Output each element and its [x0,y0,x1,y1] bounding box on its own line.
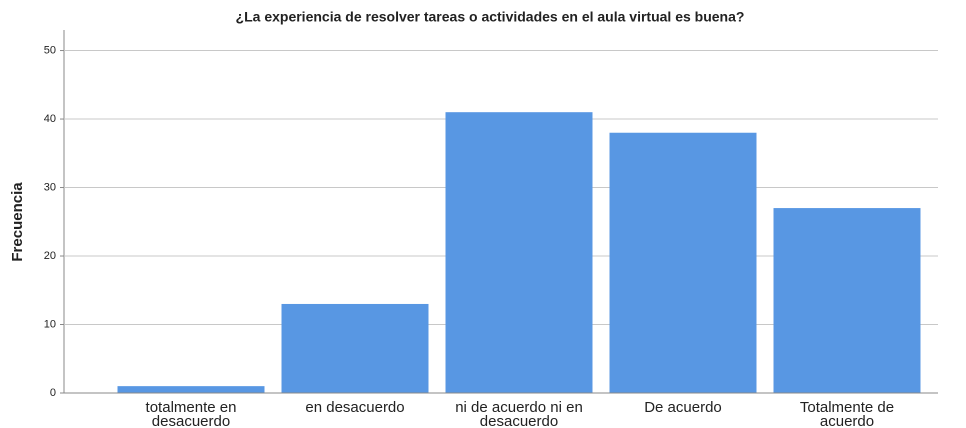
bar [281,303,429,393]
bar [117,386,265,393]
bar [445,112,593,393]
bar [609,132,757,394]
x-tick-label: De acuerdo [644,399,722,416]
y-tick-label: 50 [44,44,56,56]
y-tick-label: 40 [44,113,56,125]
bar [773,208,921,393]
y-tick-label: 20 [44,250,56,262]
x-tick-label: totalmente en desacuerdo [145,399,237,428]
y-tick-label: 30 [44,181,56,193]
x-tick-label: Totalmente de acuerdo [799,399,895,428]
chart-title: ¿La experiencia de resolver tareas o act… [236,9,745,25]
y-axis-label: Frecuencia [9,182,26,262]
x-tick-label: ni de acuerdo ni en desacuerdo [455,399,583,428]
y-tick-label: 0 [50,387,56,399]
y-tick-label: 10 [44,318,56,330]
x-tick-label: en desacuerdo [305,399,405,416]
